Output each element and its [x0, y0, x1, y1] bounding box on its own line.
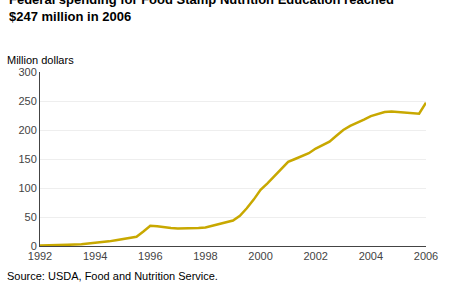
svg-text:50: 50: [25, 211, 37, 223]
svg-text:150: 150: [18, 153, 36, 165]
svg-text:250: 250: [18, 95, 36, 107]
svg-text:2006: 2006: [414, 250, 438, 262]
svg-text:Source: USDA, Food and Nutriti: Source: USDA, Food and Nutrition Service…: [7, 270, 218, 282]
svg-text:200: 200: [18, 124, 36, 136]
svg-text:1992: 1992: [28, 250, 52, 262]
svg-text:100: 100: [18, 182, 36, 194]
svg-text:1998: 1998: [193, 250, 217, 262]
svg-text:Federal spending for Food Stam: Federal spending for Food Stamp Nutritio…: [9, 0, 394, 24]
svg-text:300: 300: [18, 66, 36, 78]
svg-text:Million dollars: Million dollars: [7, 54, 74, 66]
svg-text:2000: 2000: [248, 250, 272, 262]
svg-text:2002: 2002: [303, 250, 327, 262]
svg-text:1994: 1994: [83, 250, 107, 262]
svg-text:1996: 1996: [138, 250, 162, 262]
svg-text:2004: 2004: [359, 250, 383, 262]
svg-text:0: 0: [31, 240, 37, 252]
